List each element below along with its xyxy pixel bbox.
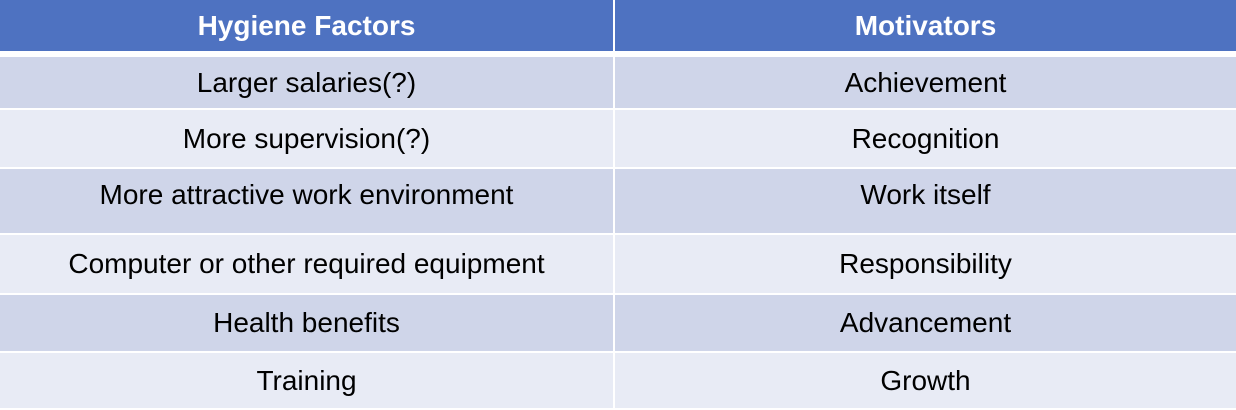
motivator-cell: Recognition [613, 108, 1236, 168]
hygiene-cell: More supervision(?) [0, 108, 614, 168]
motivator-cell: Advancement [613, 293, 1236, 352]
header-motivators: Motivators [613, 0, 1236, 57]
hygiene-cell: Computer or other required equipment [0, 233, 614, 294]
table-row: Larger salaries(?) Achievement [0, 54, 1236, 109]
motivator-cell: Growth [613, 351, 1236, 408]
header-hygiene-factors: Hygiene Factors [0, 0, 614, 57]
table-row: Health benefits Advancement [0, 293, 1236, 352]
motivator-cell: Work itself [613, 167, 1236, 234]
hygiene-cell: Health benefits [0, 293, 614, 352]
table-row: Computer or other required equipment Res… [0, 233, 1236, 294]
hygiene-cell: More attractive work environment [0, 167, 614, 234]
hygiene-cell: Training [0, 351, 614, 408]
table-row: More supervision(?) Recognition [0, 108, 1236, 168]
motivator-cell: Achievement [613, 54, 1236, 109]
table-row: Training Growth [0, 351, 1236, 408]
header-row: Hygiene Factors Motivators [0, 0, 1236, 57]
table-row: More attractive work environment Work it… [0, 167, 1236, 234]
hygiene-cell: Larger salaries(?) [0, 54, 614, 109]
motivator-cell: Responsibility [613, 233, 1236, 294]
